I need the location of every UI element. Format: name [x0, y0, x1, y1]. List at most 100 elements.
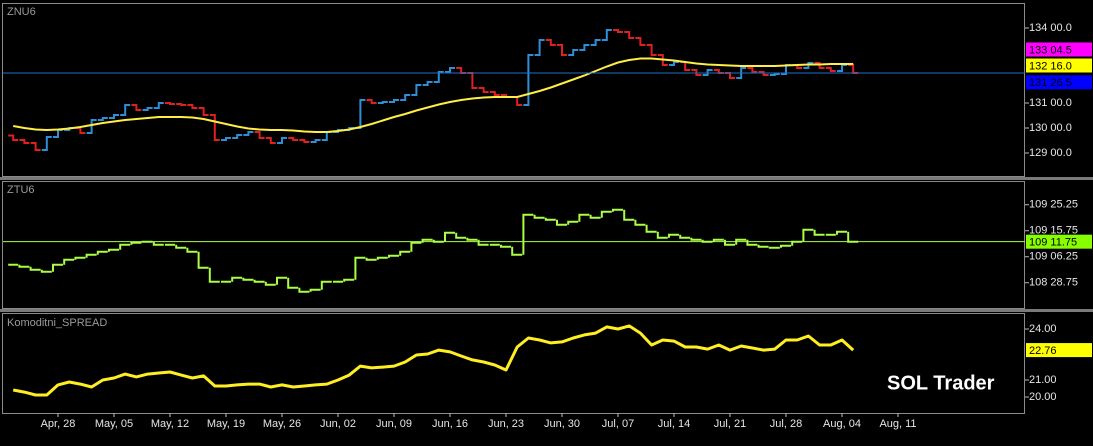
step-bar	[589, 214, 601, 219]
step-bar	[556, 219, 567, 226]
step-bar	[701, 239, 713, 243]
step-bar	[500, 244, 511, 248]
ohlc-bar	[400, 94, 411, 101]
step-bar	[264, 281, 276, 286]
y-tick-label: 134 00.0	[1029, 22, 1072, 34]
ohlc-bar	[232, 134, 243, 139]
step-bar	[623, 209, 635, 221]
step-bar	[511, 246, 523, 256]
x-tick-label: Aug, 11	[879, 418, 916, 430]
pane-title: ZNU6	[7, 6, 36, 18]
ohlc-bar	[176, 103, 187, 106]
pane-frame	[2, 181, 1025, 309]
price-label: 133 04.5	[1029, 44, 1072, 56]
step-bar	[690, 237, 702, 241]
x-tick-label: Apr, 28	[41, 418, 76, 430]
ohlc-bar	[243, 131, 254, 136]
step-bar	[522, 213, 534, 255]
step-bar	[365, 257, 377, 261]
step-bar	[74, 256, 86, 260]
step-bar	[320, 280, 332, 290]
ohlc-bar	[389, 99, 399, 103]
step-bar	[52, 263, 63, 272]
step-bar	[298, 287, 310, 293]
ohlc-bar	[19, 139, 30, 144]
x-tick-label: Jul, 21	[714, 418, 746, 430]
ohlc-bar	[75, 127, 86, 134]
ohlc-bar	[299, 139, 310, 143]
step-bar	[421, 238, 433, 243]
ohlc-bar	[545, 39, 556, 46]
spread-line	[12, 324, 855, 397]
y-tick-label: 108 28.75	[1029, 277, 1078, 289]
step-bar	[544, 217, 556, 221]
moving-average	[13, 57, 854, 133]
step-bar	[567, 220, 579, 225]
ohlc-bar	[187, 104, 198, 109]
step-bar	[444, 231, 455, 242]
step-bar	[343, 278, 355, 282]
x-tick-label: Jun, 30	[544, 418, 580, 430]
step-bar	[813, 229, 825, 236]
price-label-box	[1026, 75, 1092, 90]
step-bar	[130, 241, 142, 245]
step-bar	[746, 239, 758, 246]
step-bar	[757, 244, 769, 248]
ohlc-bar	[433, 71, 444, 83]
ohlc-bar	[97, 117, 108, 121]
y-tick-label: 20.00	[1029, 391, 1057, 403]
step-bar	[231, 276, 243, 282]
ohlc-bar	[131, 104, 142, 111]
pane-frame	[2, 3, 1025, 177]
x-tick-label: May, 26	[263, 418, 301, 430]
x-tick-label: Jul, 14	[658, 418, 690, 430]
price-label: 109 11.75	[1029, 237, 1077, 249]
y-tick-label: 24.00	[1029, 323, 1057, 335]
step-bar	[40, 269, 52, 273]
ohlc-bar	[769, 73, 780, 76]
ohlc-bar	[209, 114, 220, 141]
step-bar	[735, 238, 747, 245]
step-bar	[388, 254, 399, 258]
price-label-box	[1026, 42, 1092, 57]
step-bar	[656, 231, 668, 239]
ohlc-bar	[265, 137, 276, 144]
ohlc-bar	[669, 61, 679, 66]
step-bar	[724, 239, 735, 246]
step-bar	[455, 232, 467, 239]
pane-separator	[0, 177, 1093, 180]
step-bar	[63, 258, 75, 265]
step-bar	[242, 277, 254, 281]
step-bar	[645, 224, 657, 233]
watermark: SOL Trader	[887, 372, 995, 394]
step-bar	[152, 241, 164, 246]
x-tick-label: Aug, 04	[823, 418, 861, 430]
pane-separator	[0, 309, 1093, 312]
ohlc-bar	[153, 102, 164, 109]
price-label: 131 26.5	[1029, 77, 1072, 89]
ohlc-bar	[411, 84, 422, 96]
step-bar	[466, 237, 478, 241]
ohlc-bar	[557, 44, 567, 56]
ohlc-bar	[613, 29, 623, 33]
ohlc-bar	[30, 142, 41, 151]
ohlc-bar	[165, 102, 175, 105]
y-tick-label: 131 00.0	[1029, 97, 1072, 109]
ohlc-bar	[624, 31, 635, 39]
step-bar	[432, 239, 444, 243]
pane-title: Komoditni_SPREAD	[7, 317, 107, 329]
step-bar	[287, 277, 299, 289]
ohlc-bar	[310, 139, 321, 143]
step-bar	[802, 228, 814, 242]
ohlc-bar	[725, 72, 735, 79]
step-bar	[186, 247, 198, 253]
price-label-box	[1026, 343, 1092, 358]
ohlc-bar	[568, 49, 579, 56]
x-tick-label: Jul, 28	[770, 418, 802, 430]
ohlc-bar	[825, 67, 836, 72]
x-tick-label: Jun, 23	[488, 418, 524, 430]
ohlc-bar	[635, 37, 646, 46]
ohlc-bar	[109, 114, 119, 119]
